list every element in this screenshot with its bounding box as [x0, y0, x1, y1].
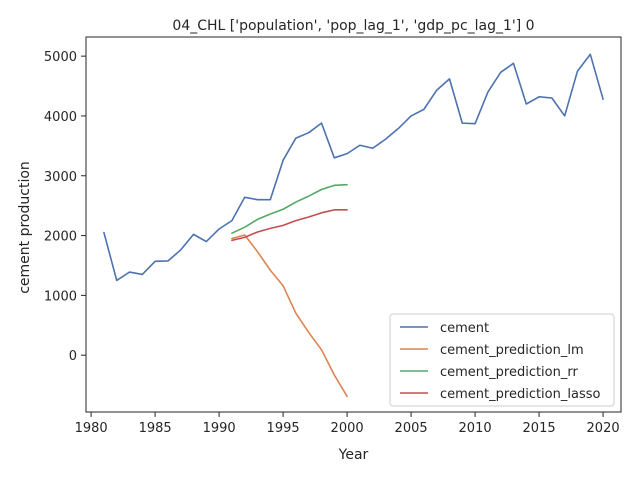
- series-line-cement: [103, 53, 604, 282]
- legend-label: cement_prediction_lm: [440, 343, 584, 358]
- x-tick-label: 2020: [587, 421, 620, 436]
- x-tick-label: 1980: [75, 421, 108, 436]
- plot-frame: [85, 36, 622, 413]
- legend-label: cement: [440, 321, 489, 336]
- chart-title: 04_CHL ['population', 'pop_lag_1', 'gdp_…: [172, 18, 534, 34]
- x-tick-label: 1985: [139, 421, 172, 436]
- x-tick-label: 2005: [395, 421, 428, 436]
- y-tick-label: 3000: [44, 170, 77, 185]
- x-tick-label: 2000: [331, 421, 364, 436]
- x-tick-label: 2015: [523, 421, 556, 436]
- y-axis-title: cement production: [17, 161, 33, 294]
- plot-area: 1980 1985 1990 1995 2000 2005 2010 2015 2020 0 100…: [44, 36, 622, 436]
- legend-box: [389, 313, 615, 407]
- legend-label: cement_prediction_lasso: [440, 387, 600, 402]
- x-axis-title: Year: [338, 447, 369, 463]
- series-line-cement-prediction-lm: [231, 234, 348, 398]
- series-line-cement-prediction-lasso: [231, 209, 348, 242]
- x-tick-label: 2010: [459, 421, 492, 436]
- y-tick-label: 5000: [44, 50, 77, 65]
- y-tick-label: 1000: [44, 289, 77, 304]
- legend: cement cement_prediction_lm cement_predict…: [389, 313, 615, 407]
- y-tick-label: 2000: [44, 230, 77, 245]
- x-tick-label: 1995: [267, 421, 300, 436]
- y-tick-label: 4000: [44, 110, 77, 125]
- x-tick-label: 1990: [203, 421, 236, 436]
- y-tick-label: 0: [69, 349, 77, 364]
- legend-label: cement_prediction_rr: [440, 365, 578, 380]
- series-line-cement-prediction-rr: [231, 183, 348, 234]
